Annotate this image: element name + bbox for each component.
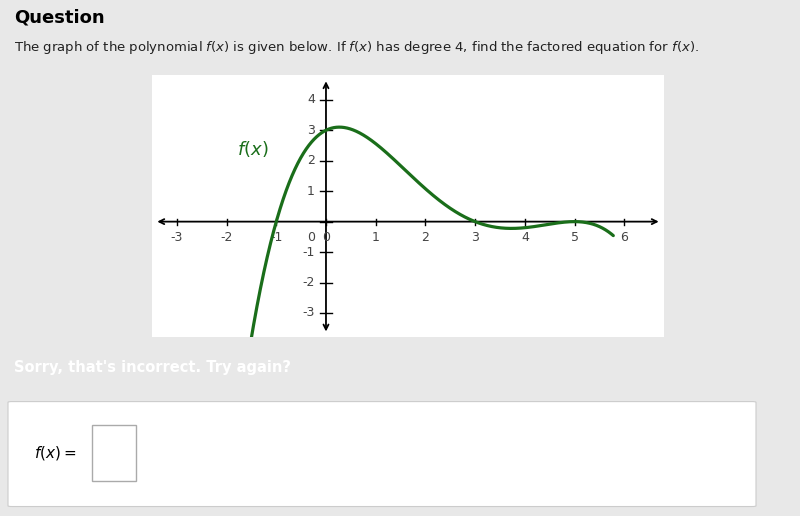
- Text: Question: Question: [14, 8, 105, 26]
- Text: $f(x) =$: $f(x) =$: [34, 444, 76, 462]
- FancyBboxPatch shape: [92, 425, 136, 480]
- Text: The graph of the polynomial $f(x)$ is given below. If $f(x)$ has degree 4, find : The graph of the polynomial $f(x)$ is gi…: [14, 39, 699, 56]
- FancyBboxPatch shape: [8, 401, 756, 507]
- Text: Sorry, that's incorrect. Try again?: Sorry, that's incorrect. Try again?: [14, 360, 291, 375]
